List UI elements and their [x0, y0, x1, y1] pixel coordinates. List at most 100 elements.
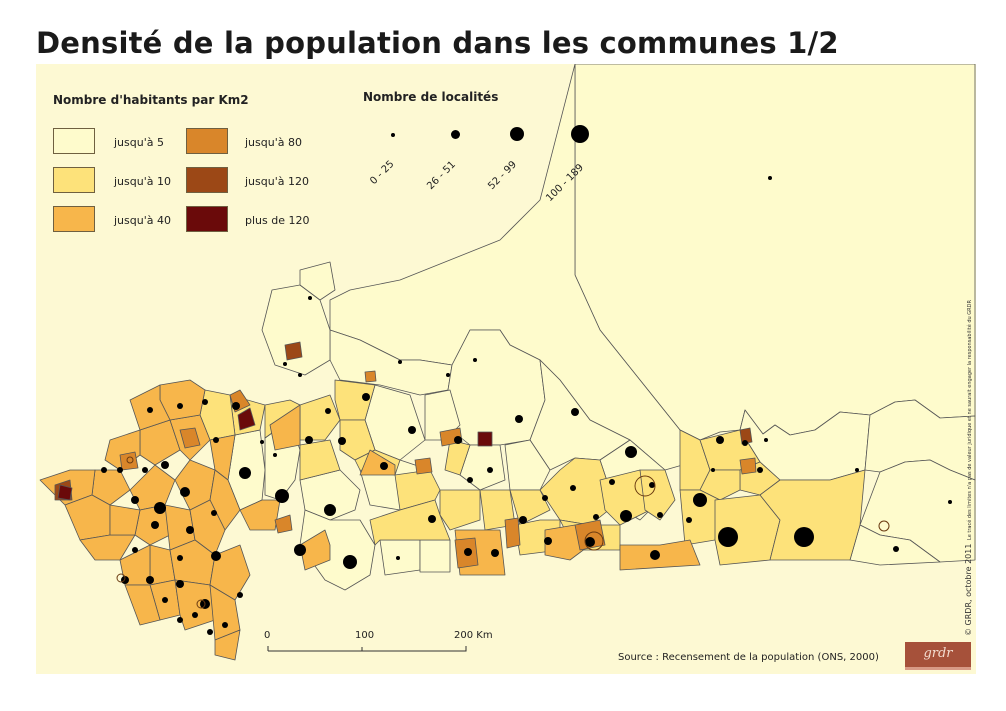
- scale-tick-0: 0: [264, 630, 271, 641]
- commune-76: [239, 499, 281, 531]
- locality-point-3: [446, 373, 450, 377]
- commune-96: [739, 427, 753, 445]
- locality-point-52: [207, 629, 213, 635]
- locality-point-50: [132, 547, 138, 553]
- commune-65: [174, 579, 216, 631]
- commune-ring-4: [116, 573, 126, 583]
- locality-point-26: [491, 549, 499, 557]
- locality-point-71: [487, 467, 493, 473]
- commune-89: [574, 519, 606, 551]
- commune-ring-2: [584, 531, 604, 551]
- locality-point-46: [176, 580, 184, 588]
- locality-point-34: [154, 502, 166, 514]
- commune-ring-3: [878, 520, 890, 532]
- locality-point-1: [768, 176, 772, 180]
- commune-78: [299, 529, 331, 571]
- commune-90: [739, 457, 757, 475]
- communes-layer: [39, 64, 976, 661]
- locality-point-45: [177, 555, 183, 561]
- locality-point-32: [305, 436, 313, 444]
- commune-40: [699, 469, 741, 501]
- locality-point-56: [177, 617, 183, 623]
- locality-point-23: [620, 510, 632, 522]
- density-swatch-2: [53, 167, 95, 193]
- locality-point-12: [454, 436, 462, 444]
- commune-73: [109, 504, 141, 536]
- locality-point-67: [519, 516, 527, 524]
- locality-point-51: [222, 622, 228, 628]
- locality-point-11: [408, 426, 416, 434]
- locality-point-7: [324, 504, 336, 516]
- locality-point-24: [585, 537, 595, 547]
- commune-36: [639, 469, 676, 521]
- commune-84: [179, 427, 201, 449]
- locality-point-80: [657, 512, 663, 518]
- map-frame: Nombre d'habitants par Km2 jusqu'à 5 jus…: [36, 64, 976, 674]
- source-note: Source : Recensement de la population (O…: [618, 652, 879, 663]
- commune-26: [299, 439, 341, 481]
- locality-point-73: [716, 436, 724, 444]
- commune-27: [299, 394, 341, 441]
- locality-point-60: [177, 403, 183, 409]
- locality-point-72: [467, 477, 473, 483]
- locality-point-19: [855, 468, 859, 472]
- locality-point-43: [211, 510, 217, 516]
- locality-point-44: [211, 551, 221, 561]
- locality-point-74: [742, 440, 748, 446]
- locality-point-41: [151, 521, 159, 529]
- locality-point-38: [117, 467, 123, 473]
- commune-31: [439, 489, 481, 531]
- commune-98: [477, 431, 493, 447]
- commune-93: [364, 370, 377, 383]
- locality-point-30: [380, 462, 388, 470]
- commune-85: [119, 451, 139, 471]
- locality-point-69: [593, 514, 599, 520]
- locality-point-76: [764, 438, 768, 442]
- locality-point-28: [428, 515, 436, 523]
- locality-point-18: [794, 527, 814, 547]
- grdr-logo: grdr: [905, 642, 971, 670]
- commune-86: [274, 514, 293, 534]
- locality-point-29: [396, 556, 400, 560]
- locality-point-64: [298, 373, 302, 377]
- locality-point-53: [192, 612, 198, 618]
- locality-point-37: [142, 467, 148, 473]
- locality-point-79: [649, 482, 655, 488]
- locality-point-10: [362, 393, 370, 401]
- locality-point-36: [161, 461, 169, 469]
- commune-30: [444, 439, 471, 476]
- locality-point-78: [609, 479, 615, 485]
- commune-54: [129, 464, 176, 511]
- locality-point-61: [147, 407, 153, 413]
- commune-72: [79, 534, 136, 561]
- locality-point-68: [542, 495, 548, 501]
- locality-point-55: [162, 597, 168, 603]
- locality-point-2: [398, 360, 402, 364]
- locality-point-66: [273, 453, 277, 457]
- page-title: Densité de la population dans les commun…: [36, 26, 839, 60]
- locality-dot-xlarge: [571, 125, 589, 143]
- locality-point-65: [260, 440, 264, 444]
- locality-point-81: [686, 517, 692, 523]
- locality-point-8: [294, 544, 306, 556]
- locality-point-17: [718, 527, 738, 547]
- locality-point-27: [464, 548, 472, 556]
- locality-point-14: [571, 408, 579, 416]
- density-label-1: jusqu'à 5: [114, 136, 164, 149]
- density-swatch-3: [53, 206, 95, 232]
- locality-point-70: [570, 485, 576, 491]
- commune-67: [214, 629, 241, 661]
- locality-point-57: [213, 437, 219, 443]
- locality-dot-large: [510, 127, 524, 141]
- locality-point-48: [146, 576, 154, 584]
- locality-dot-medium: [451, 130, 460, 139]
- locality-point-6: [275, 489, 289, 503]
- locality-point-42: [186, 526, 194, 534]
- density-label-4: jusqu'à 80: [245, 136, 302, 149]
- density-legend-title: Nombre d'habitants par Km2: [53, 93, 249, 107]
- locality-point-58: [232, 402, 240, 410]
- locality-point-33: [325, 408, 331, 414]
- density-label-5: jusqu'à 120: [245, 175, 309, 188]
- locality-point-9: [343, 555, 357, 569]
- commune-87: [414, 457, 433, 475]
